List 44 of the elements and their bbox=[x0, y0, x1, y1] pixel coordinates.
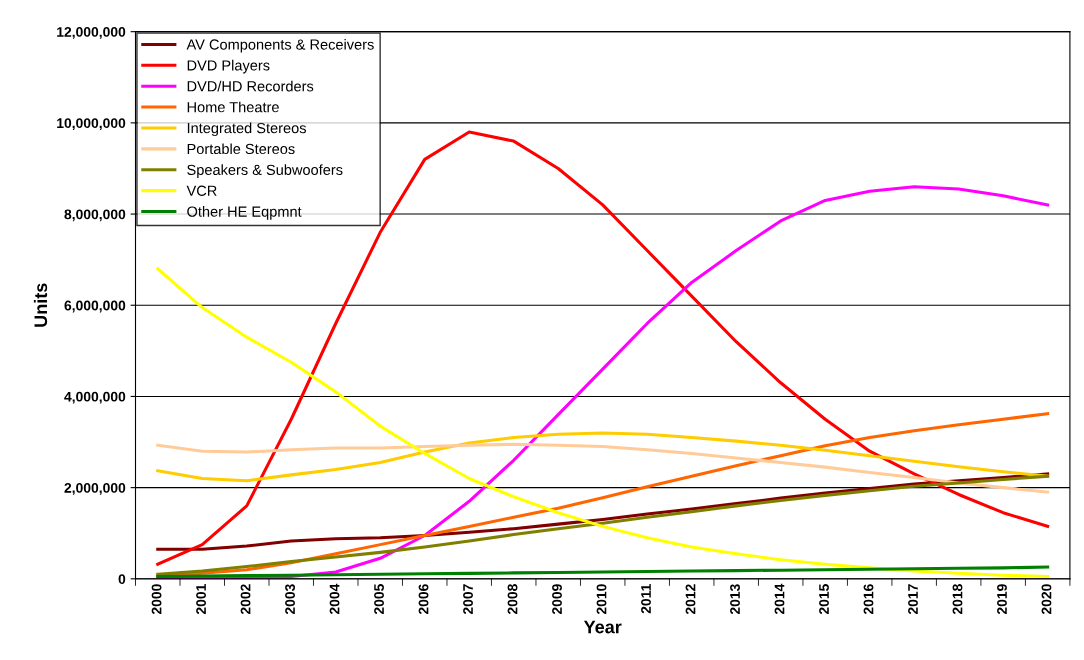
legend-label: Home Theatre bbox=[187, 101, 279, 113]
x-tick-label: 2000 bbox=[151, 584, 162, 615]
y-tick-label: 0 bbox=[118, 574, 126, 584]
x-tick-label: 2015 bbox=[819, 584, 829, 615]
x-tick-label: 2020 bbox=[1041, 584, 1052, 615]
x-tick-label: 2014 bbox=[774, 583, 785, 615]
x-tick-label: 2011 bbox=[641, 584, 651, 614]
y-tick-label: 8,000,000 bbox=[64, 209, 126, 222]
legend-label: DVD Players bbox=[187, 59, 270, 74]
y-tick-label: 10,000,000 bbox=[57, 118, 126, 131]
legend-label: Portable Stereos bbox=[187, 143, 295, 155]
y-tick-label: 12,000,000 bbox=[57, 27, 126, 39]
x-tick-label: 2019 bbox=[997, 584, 1007, 615]
line-series bbox=[156, 442, 1050, 494]
line-series bbox=[156, 474, 1050, 576]
line-series bbox=[156, 472, 1050, 551]
legend-label: VCR bbox=[186, 185, 217, 196]
x-tick-label: 2001 bbox=[196, 584, 206, 615]
x-tick-label: 2003 bbox=[285, 584, 295, 615]
x-tick-label: 2018 bbox=[952, 584, 963, 615]
legend-label: Speakers & Subwoofers bbox=[187, 164, 343, 178]
x-tick-label: 2006 bbox=[418, 584, 429, 615]
legend-label: DVD/HD Recorders bbox=[187, 80, 314, 92]
legend-label: Integrated Stereos bbox=[187, 122, 306, 137]
x-tick-label: 2016 bbox=[863, 584, 874, 615]
legend-label: Other HE Eqpmnt bbox=[187, 206, 302, 220]
x-tick-label: 2010 bbox=[596, 584, 607, 615]
x-tick-label: 2004 bbox=[329, 583, 340, 615]
line-series bbox=[156, 565, 1050, 579]
x-tick-label: 2005 bbox=[374, 584, 384, 615]
legend-label: AV Components & Receivers bbox=[186, 38, 374, 53]
x-axis-title: Year bbox=[583, 620, 622, 634]
y-tick-label: 4,000,000 bbox=[64, 391, 126, 404]
y-tick-label: 6,000,000 bbox=[64, 300, 126, 313]
line-series bbox=[156, 267, 1050, 579]
x-tick-label: 2009 bbox=[552, 584, 562, 615]
y-axis-title: Units bbox=[33, 283, 48, 327]
x-tick-label: 2002 bbox=[240, 584, 251, 615]
x-tick-label: 2012 bbox=[685, 584, 696, 615]
y-tick-label: 2,000,000 bbox=[64, 482, 126, 495]
x-tick-label: 2017 bbox=[908, 584, 918, 615]
x-tick-label: 2007 bbox=[463, 584, 473, 615]
x-tick-label: 2013 bbox=[730, 584, 740, 615]
x-tick-label: 2008 bbox=[507, 584, 518, 615]
